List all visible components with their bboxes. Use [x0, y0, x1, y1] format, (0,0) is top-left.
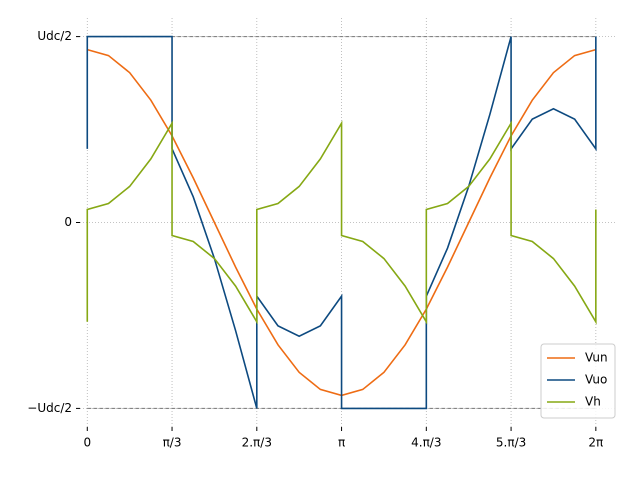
x-tick-label: 4.π/3 [411, 436, 441, 450]
legend-box [540, 343, 616, 419]
legend-label: Vh [585, 395, 601, 409]
x-tick-label: 2π [588, 436, 603, 450]
series-line [86, 120, 597, 325]
legend-label: Vuo [585, 373, 607, 387]
x-tick-label: 0 [83, 436, 91, 450]
x-tick-label: π [338, 436, 345, 450]
y-tick-label: Udc/2 [37, 29, 72, 43]
y-tick-label: −Udc/2 [27, 401, 72, 415]
x-tick-label: π/3 [163, 436, 182, 450]
legend-label: Vun [585, 351, 608, 365]
y-tick-label: 0 [64, 215, 72, 229]
x-tick-label: 2.π/3 [242, 436, 272, 450]
x-tick-label: 5.π/3 [496, 436, 526, 450]
